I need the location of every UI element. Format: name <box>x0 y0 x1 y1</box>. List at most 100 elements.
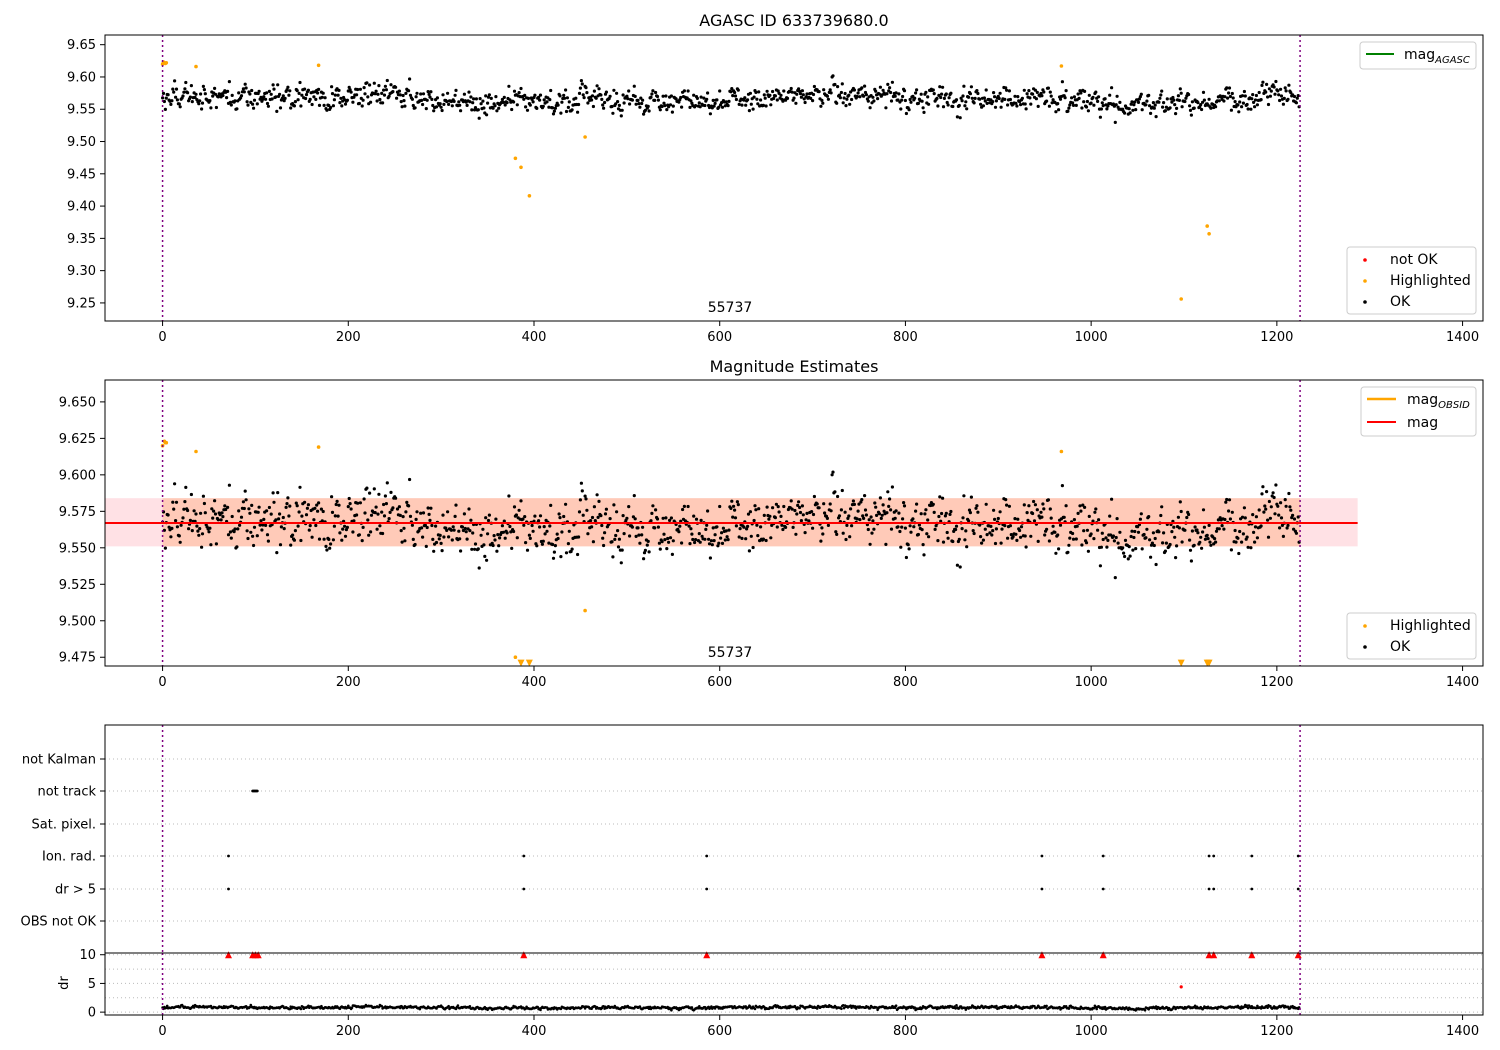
highlighted-point <box>194 449 198 454</box>
ok-point <box>590 525 594 529</box>
ok-point <box>902 504 907 508</box>
ok-point <box>1101 537 1105 542</box>
ok-point <box>1201 100 1205 104</box>
ok-point <box>1016 95 1020 99</box>
ok-point <box>1199 535 1203 539</box>
ok-point <box>507 84 511 88</box>
ok-point <box>692 93 696 97</box>
ok-point <box>1042 507 1046 511</box>
flag-point <box>1207 854 1211 858</box>
ok-point <box>1265 82 1269 86</box>
ok-point <box>184 80 188 85</box>
ok-point <box>884 106 888 110</box>
panel1-x-tick-label: 1000 <box>1075 330 1108 345</box>
ok-point <box>355 513 359 517</box>
flag-point <box>1101 854 1105 858</box>
ok-point <box>551 542 555 547</box>
ok-point <box>1046 86 1050 90</box>
ok-point <box>901 94 905 99</box>
ok-point <box>712 539 716 543</box>
ok-point <box>239 515 244 519</box>
ok-point <box>1217 99 1221 103</box>
ok-point <box>348 502 352 506</box>
ok-point <box>771 89 775 94</box>
ok-point <box>243 82 247 86</box>
ok-point <box>893 94 897 98</box>
ok-point <box>639 96 643 100</box>
ok-point <box>937 93 941 97</box>
ok-point <box>437 537 441 541</box>
ok-point <box>560 100 564 104</box>
ok-point <box>1254 515 1258 519</box>
ok-point <box>660 104 664 109</box>
ok-point <box>646 539 650 544</box>
ok-point <box>863 494 867 498</box>
ok-point <box>828 88 832 92</box>
ok-point <box>1279 94 1284 98</box>
ok-point <box>478 97 482 101</box>
ok-point <box>619 561 623 565</box>
ok-point <box>769 103 773 107</box>
legend-label-ok: OK <box>1390 294 1411 310</box>
ok-point <box>445 528 449 533</box>
ok-point <box>831 74 835 78</box>
ok-point <box>577 535 581 539</box>
ok-point <box>377 492 381 496</box>
ok-point <box>289 106 293 110</box>
ok-point <box>278 543 283 547</box>
ok-point <box>1294 531 1298 535</box>
ok-point <box>640 101 644 106</box>
ok-point <box>621 514 625 518</box>
ok-point <box>668 536 673 540</box>
ok-point <box>338 101 342 105</box>
ok-point <box>927 102 931 106</box>
ok-point <box>1128 111 1132 115</box>
ok-point <box>765 505 769 509</box>
ok-point <box>414 517 418 522</box>
ok-point <box>457 529 461 533</box>
ok-point <box>990 533 994 537</box>
ok-point <box>1113 120 1117 124</box>
panel2-y-tick-label: 9.475 <box>59 651 96 666</box>
ok-point <box>312 518 316 522</box>
ok-point <box>742 98 746 102</box>
highlighted-point <box>519 165 523 170</box>
ok-point <box>927 535 931 539</box>
ok-point <box>1240 540 1244 544</box>
ok-point <box>794 101 798 105</box>
ok-point <box>289 543 293 547</box>
ok-point <box>727 99 731 103</box>
ok-point <box>780 523 784 527</box>
ok-point <box>699 95 703 99</box>
ok-point <box>288 504 292 508</box>
highlighted-point <box>316 63 321 68</box>
ok-point <box>932 92 936 96</box>
ok-point <box>981 538 986 542</box>
ok-point <box>373 92 377 96</box>
panel2-x-tick-label: 600 <box>707 675 732 690</box>
ok-point <box>1245 535 1249 539</box>
ok-point <box>1273 512 1277 516</box>
ok-point <box>1149 111 1153 115</box>
ok-point <box>235 545 239 549</box>
ok-point <box>1007 89 1012 93</box>
ok-point <box>899 545 903 549</box>
ok-point <box>880 513 884 517</box>
ok-point <box>842 96 846 100</box>
ok-point <box>265 91 269 95</box>
ok-point <box>366 95 370 99</box>
ok-point <box>946 103 950 107</box>
ok-point <box>1261 485 1265 489</box>
ok-point <box>496 533 500 537</box>
ok-point <box>967 519 971 523</box>
ok-point <box>1122 551 1126 555</box>
ok-point <box>425 98 429 102</box>
ok-point <box>1087 93 1091 97</box>
ok-point <box>380 91 384 95</box>
ok-point <box>312 95 316 99</box>
ok-point <box>408 77 412 81</box>
ok-point <box>209 106 213 110</box>
ok-point <box>446 510 450 514</box>
legend-label-highlighted: Highlighted <box>1390 273 1471 289</box>
ok-point <box>167 525 171 529</box>
